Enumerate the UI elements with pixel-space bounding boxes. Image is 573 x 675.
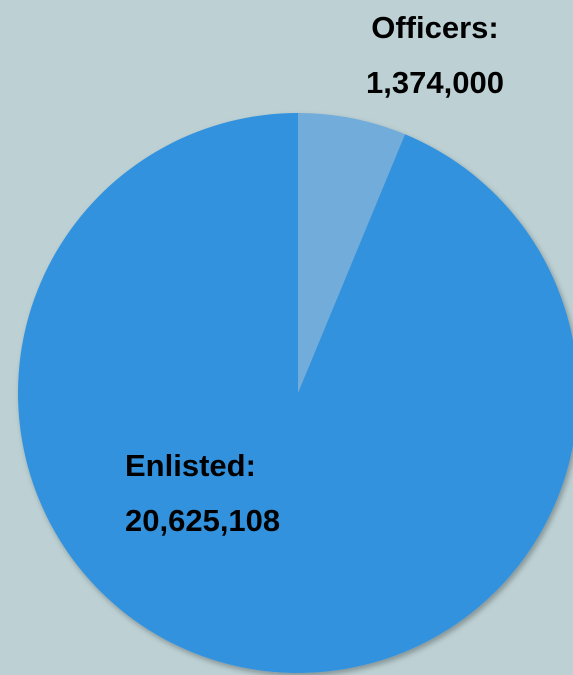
slice-value-label: 1,374,000	[366, 65, 504, 100]
slice-value-label: 20,625,108	[125, 503, 280, 538]
slice-label: Enlisted:	[125, 448, 256, 483]
pie-slice	[18, 113, 573, 673]
pie-slice	[298, 113, 406, 393]
slice-label: Officers:	[371, 10, 498, 45]
pie	[18, 113, 573, 673]
